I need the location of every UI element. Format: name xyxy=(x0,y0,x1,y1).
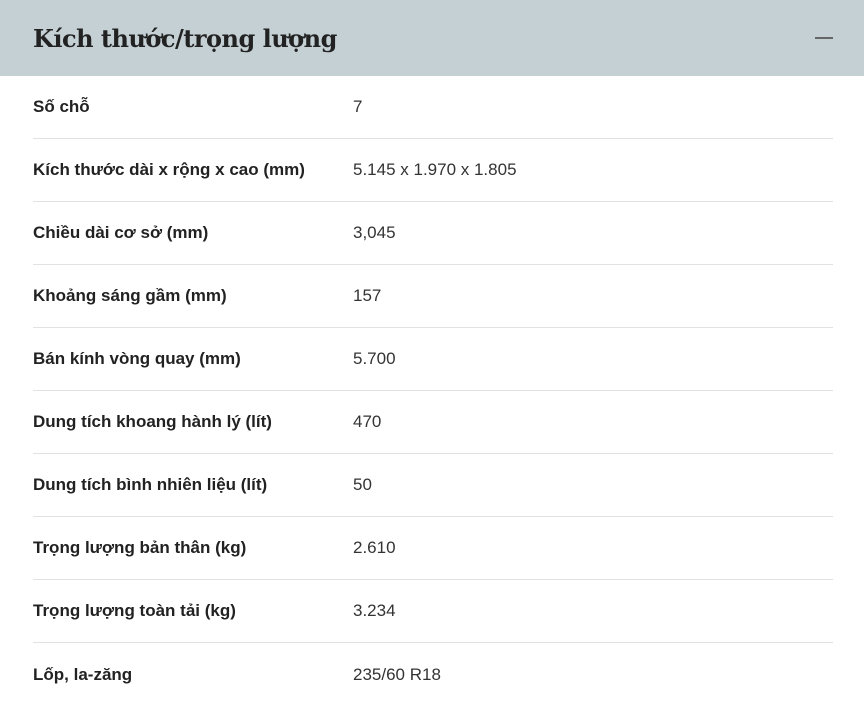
spec-row: Bán kính vòng quay (mm) 5.700 xyxy=(33,328,833,391)
spec-label: Trọng lượng bản thân (kg) xyxy=(33,538,247,557)
spec-value: 50 xyxy=(353,475,372,494)
spec-value: 470 xyxy=(353,412,382,431)
spec-row: Dung tích bình nhiên liệu (lít) 50 xyxy=(33,454,833,517)
section-header[interactable]: Kích thước/trọng lượng xyxy=(0,0,864,76)
spec-label: Chiều dài cơ sở (mm) xyxy=(33,223,209,242)
spec-row: Khoảng sáng gầm (mm) 157 xyxy=(33,265,833,328)
spec-value: 7 xyxy=(353,97,363,116)
spec-label: Dung tích bình nhiên liệu (lít) xyxy=(33,475,268,494)
spec-value: 3,045 xyxy=(353,223,396,242)
spec-row: Số chỗ 7 xyxy=(33,76,833,139)
spec-row: Kích thước dài x rộng x cao (mm) 5.145 x … xyxy=(33,139,833,202)
spec-label: Dung tích khoang hành lý (lít) xyxy=(33,412,272,431)
spec-value: 5.145 x 1.970 x 1.805 xyxy=(353,160,517,179)
spec-label: Số chỗ xyxy=(33,97,90,116)
spec-value: 2.610 xyxy=(353,538,396,557)
spec-label: Kích thước dài x rộng x cao (mm) xyxy=(33,160,305,179)
spec-label: Khoảng sáng gầm (mm) xyxy=(33,286,227,305)
spec-label: Trọng lượng toàn tải (kg) xyxy=(33,601,236,620)
spec-value: 235/60 R18 xyxy=(353,664,441,684)
spec-row: Trọng lượng bản thân (kg) 2.610 xyxy=(33,517,833,580)
spec-row: Chiều dài cơ sở (mm) 3,045 xyxy=(33,202,833,265)
spec-row: Lốp, la-zăng 235/60 R18 xyxy=(33,643,833,706)
spec-value: 5.700 xyxy=(353,349,396,368)
spec-row: Trọng lượng toàn tải (kg) 3.234 xyxy=(33,580,833,643)
spec-value: 3.234 xyxy=(353,601,396,620)
spec-label: Bán kính vòng quay (mm) xyxy=(33,349,241,368)
spec-row: Dung tích khoang hành lý (lít) 470 xyxy=(33,391,833,454)
section-title: Kích thước/trọng lượng xyxy=(33,23,337,53)
spec-value: 157 xyxy=(353,286,382,305)
spec-table: Số chỗ 7 Kích thước dài x rộng x cao (mm) 5… xyxy=(0,76,864,706)
spec-label: Lốp, la-zăng xyxy=(33,664,133,684)
minus-icon[interactable] xyxy=(815,37,833,39)
